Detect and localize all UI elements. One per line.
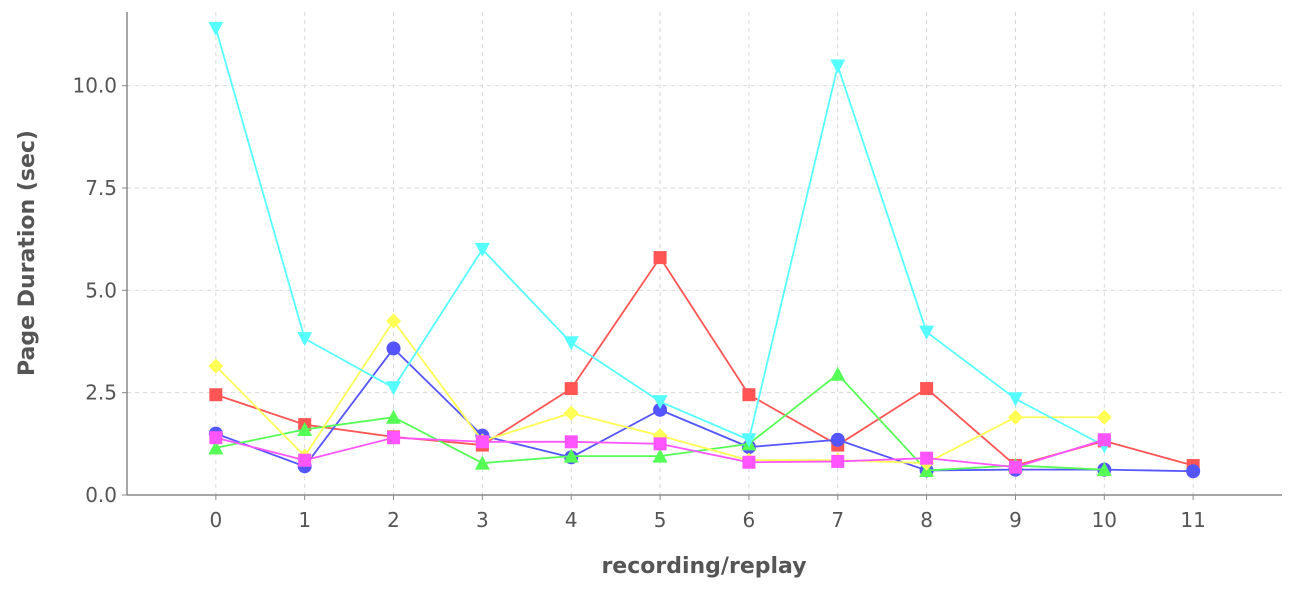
data-point-marker [830,59,846,74]
data-point-marker [563,405,579,421]
data-point-marker [653,437,667,451]
data-point-marker [297,332,313,347]
x-tick-label: 10 [1092,508,1117,532]
data-point-marker [742,455,756,469]
data-point-marker [386,313,402,329]
data-point-marker [831,454,845,468]
data-point-marker [386,381,402,396]
x-tick-label: 4 [565,508,578,532]
data-point-marker [563,336,579,351]
series-line [215,256,1194,467]
data-point-marker [208,21,224,36]
data-point-marker [475,435,489,449]
data-point-marker [742,388,756,402]
data-point-marker [1007,409,1023,425]
y-tick-label: 7.5 [85,176,117,200]
data-point-marker [830,432,845,447]
y-tick-label: 2.5 [85,381,117,405]
data-point-marker [387,431,401,445]
data-point-marker [209,388,223,402]
data-point-marker [920,382,934,396]
plot-area [127,12,1282,495]
data-point-marker [298,453,312,467]
x-tick-label: 5 [654,508,667,532]
data-point-marker [563,448,579,463]
x-tick-label: 6 [743,508,756,532]
data-point-marker [652,448,668,463]
data-point-marker [564,435,578,449]
x-tick-label: 2 [387,508,400,532]
data-point-marker [386,409,402,424]
data-point-marker [297,422,313,437]
y-tick-label: 0.0 [85,483,117,507]
data-point-marker [741,433,757,448]
data-point-marker [1186,464,1201,479]
data-point-marker [208,440,224,455]
data-point-marker [652,395,668,410]
axes [126,12,1282,496]
y-axis-title: Page Duration (sec) [15,130,40,376]
data-point-marker [653,251,667,265]
series-6 [209,431,1111,474]
series-line [215,347,1194,473]
x-tick-label: 3 [476,508,489,532]
data-point-marker [386,341,401,356]
data-point-marker [1096,409,1112,425]
data-point-marker [1096,462,1112,477]
data-point-marker [830,366,846,381]
data-point-marker [564,382,578,396]
data-point-marker [1008,460,1022,474]
x-tick-label: 7 [831,508,844,532]
x-axis-title: recording/replay [601,554,806,579]
data-point-marker [208,358,224,374]
data-point-marker [1097,433,1111,447]
data-point-marker [1007,392,1023,407]
y-tick-label: 10.0 [72,74,117,98]
x-tick-label: 8 [920,508,933,532]
x-tick-label: 0 [209,508,222,532]
data-point-marker [209,431,223,445]
x-tick-label: 11 [1180,508,1205,532]
data-point-marker [919,325,935,340]
data-point-marker [920,451,934,465]
data-point-marker [653,402,668,417]
data-point-marker [474,455,490,470]
y-tick-label: 5.0 [85,278,117,302]
x-tick-label: 1 [298,508,311,532]
tick-labels: 0 1 2 3 4 5 6 7 8 9 10 11 0.0 2.5 5.0 7.5 10.0 [72,74,1205,532]
data-point-marker [474,242,490,257]
series [208,21,1201,479]
x-tick-label: 9 [1009,508,1022,532]
